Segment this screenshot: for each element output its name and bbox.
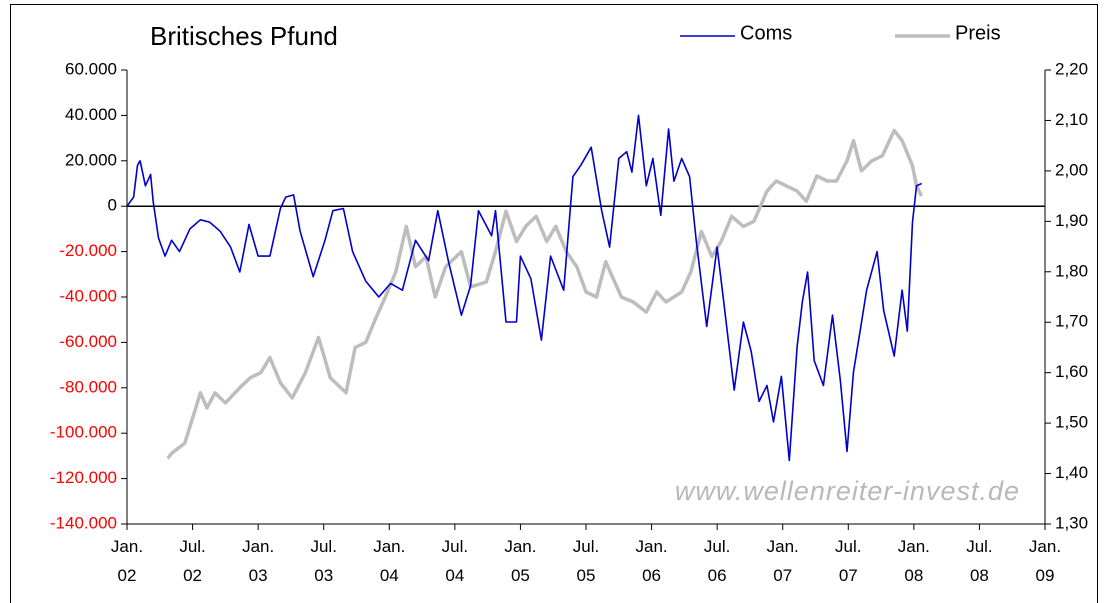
x-tick-label: Jan. 08 [897, 537, 930, 585]
x-tick-label: Jan. 02 [110, 537, 144, 585]
chart-title: Britisches Pfund [150, 21, 338, 51]
x-tick-label: Jul. 06 [703, 537, 731, 585]
y-tick-label: 0 [108, 196, 117, 215]
y-tick-label: -120.000 [50, 468, 117, 487]
y2-tick-label: 2,20 [1055, 59, 1088, 78]
y-tick-label: 20.000 [65, 150, 117, 169]
x-tick-label: Jul. 07 [835, 537, 862, 585]
watermark: www.wellenreiter-invest.de [675, 476, 1020, 506]
frame [10, 4, 1098, 603]
x-tick-label: Jan. 09 [1028, 537, 1062, 585]
series-line [166, 128, 924, 460]
x-tick-label: Jul. 04 [441, 537, 469, 585]
legend-label: Coms [740, 22, 792, 44]
x-tick-label: Jul. 08 [966, 537, 993, 585]
y2-tick-label: 1,80 [1055, 261, 1088, 280]
y2-tick-label: 1,30 [1055, 513, 1088, 532]
y2-tick-label: 1,40 [1055, 463, 1088, 482]
y2-tick-label: 2,00 [1055, 160, 1088, 179]
x-tick-label: Jan. 04 [373, 537, 406, 585]
x-tick-label: Jan. 05 [504, 537, 537, 585]
y2-tick-label: 2,10 [1055, 110, 1088, 129]
x-tick-label: Jul. 03 [310, 537, 337, 585]
y-tick-label: -140.000 [50, 513, 117, 532]
y-tick-label: -80.000 [59, 377, 117, 396]
y2-tick-label: 1,90 [1055, 211, 1088, 230]
x-tick-label: Jan. 06 [635, 537, 668, 585]
x-tick-label: Jan. 03 [242, 537, 275, 585]
x-tick-label: Jul. 05 [572, 537, 600, 585]
y2-tick-label: 1,60 [1055, 362, 1088, 381]
y2-tick-label: 1,70 [1055, 312, 1088, 331]
legend-label: Preis [955, 22, 1001, 44]
x-tick-label: Jan. 07 [766, 537, 799, 585]
y-tick-label: -60.000 [59, 332, 117, 351]
y-tick-label: 60.000 [65, 59, 117, 78]
y2-tick-label: 1,50 [1055, 413, 1088, 432]
y-tick-label: -100.000 [50, 423, 117, 442]
series-line [126, 114, 923, 462]
y-tick-label: -40.000 [59, 286, 117, 305]
y-tick-label: -20.000 [59, 241, 117, 260]
y-tick-label: 40.000 [65, 105, 117, 124]
x-tick-label: Jul. 02 [179, 537, 206, 585]
